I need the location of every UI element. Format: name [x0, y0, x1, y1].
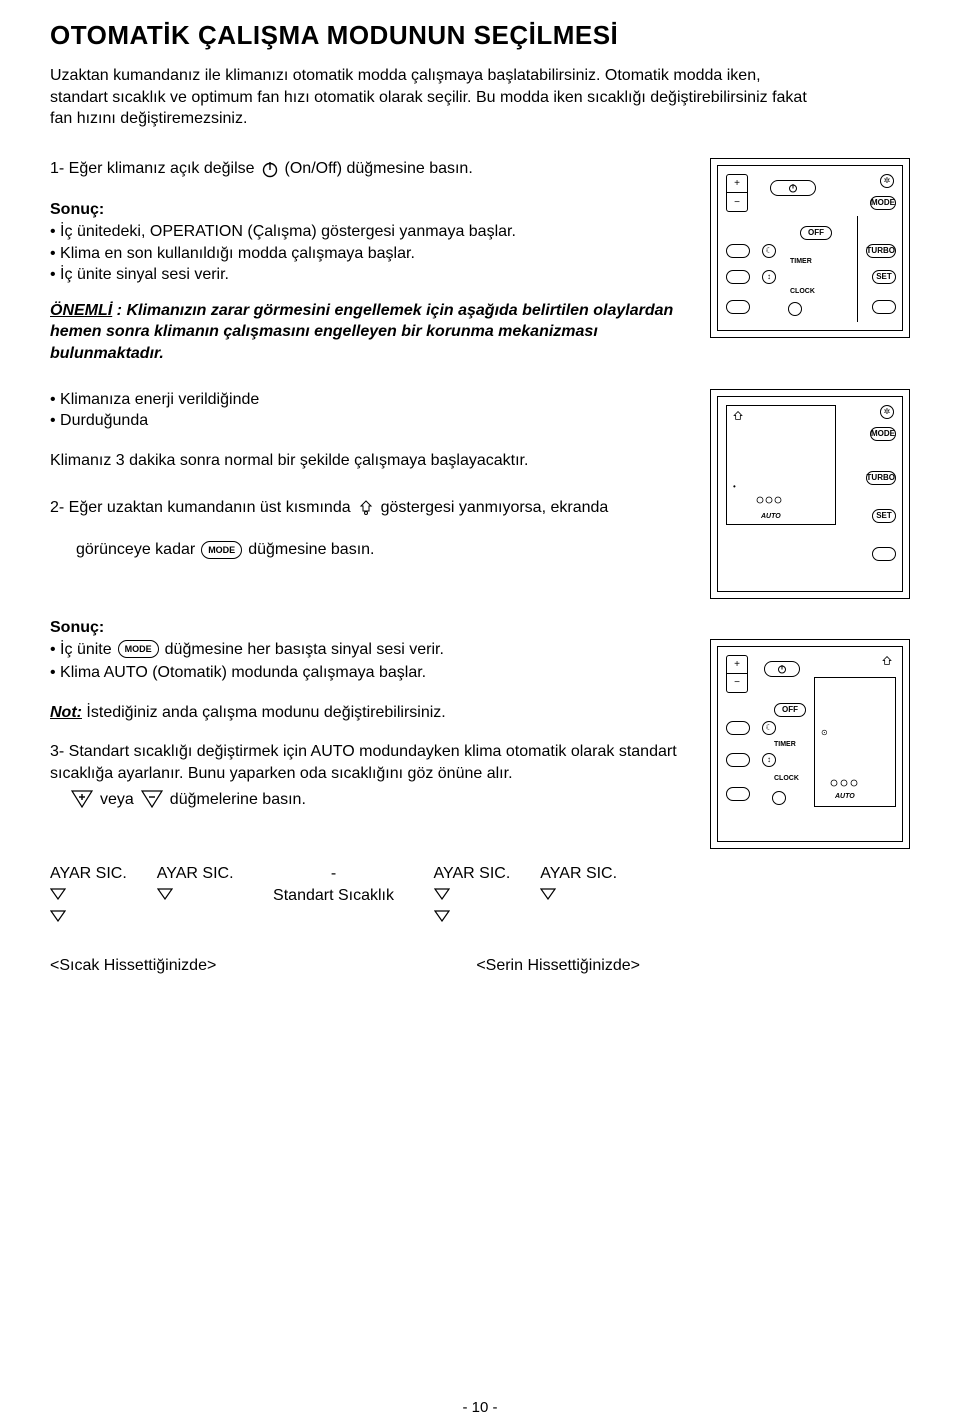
page-number: - 10 -: [0, 1399, 960, 1416]
auto-indicator-icon: [357, 499, 375, 517]
not-label: Not:: [50, 704, 82, 721]
mode-pill-icon-2: MODE: [118, 640, 159, 658]
page-title: OTOMATİK ÇALIŞMA MODUNUN SEÇİLMESİ: [50, 20, 910, 51]
fan-icon: ✲: [880, 174, 894, 188]
fan-icon-2: ✲: [880, 405, 894, 419]
set-button-icon-2: SET: [872, 509, 896, 523]
sleep-icon-2: ☾: [762, 721, 776, 735]
off-button-icon: OFF: [800, 226, 832, 240]
circle-icon-2: [772, 791, 786, 805]
sonuc-label-2: Sonuç:: [50, 619, 910, 637]
mode-button-icon-2: MODE: [870, 427, 896, 441]
blank-pill-6-icon: [726, 721, 750, 735]
turbo-button-icon-2: TURBO: [866, 471, 896, 485]
off-button-icon-2: OFF: [774, 703, 806, 717]
remote-screen-icon: • AUTO: [726, 405, 836, 525]
intro-paragraph: Uzaktan kumandanız ile klimanızı otomati…: [50, 65, 810, 130]
blank-pill-3-icon: [726, 300, 750, 314]
sonuc1-item-1: • Klima en son kullanıldığı modda çalışm…: [50, 243, 690, 265]
feel-cool-label: <Serin Hissettiğinizde>: [476, 957, 640, 975]
temp-updown-icon-2: +−: [726, 655, 748, 693]
screen-auto-icon: [731, 410, 745, 424]
remote-diagram-1: +− ✲ MODE OFF ☾ TIMER TURBO: [710, 158, 910, 338]
sonuc1-item-2: • İç ünite sinyal sesi verir.: [50, 264, 690, 286]
step-1: 1- Eğer klimanız açık değilse (On/Off) d…: [50, 158, 690, 180]
ayar-label-1: AYAR SIC.: [50, 865, 127, 883]
sonuc2-item1-post: düğmesine her basışta sinyal sesi verir.: [165, 639, 444, 661]
minus-button-icon: [140, 789, 164, 809]
important-text: : Klimanızın zarar görmesini engellemek …: [50, 302, 673, 362]
blank-pill-8-icon: [726, 787, 750, 801]
clock-label-2: CLOCK: [774, 775, 799, 782]
blank-pill-7-icon: [726, 753, 750, 767]
triangle-down-icon-1: [50, 887, 66, 905]
sleep-icon: ☾: [762, 244, 776, 258]
sonuc2-item2: • Klima AUTO (Otomatik) modunda çalışmay…: [50, 662, 690, 684]
step3b-post: düğmelerine basın.: [170, 789, 306, 811]
step2b-pre: görünceye kadar: [76, 539, 195, 561]
timer-label-2: TIMER: [774, 741, 796, 748]
screen-fan-icon-2: [829, 778, 859, 788]
sonuc2-item1-pre: • İç ünite: [50, 639, 112, 661]
blank-pill-5-icon: [872, 547, 896, 561]
triangle-down-icon-1b: [50, 909, 66, 927]
triangle-down-icon-3: [434, 887, 450, 905]
line-3min: Klimanız 3 dakika sonra normal bir şekil…: [50, 450, 690, 472]
step1-pre: 1- Eğer klimanız açık değilse: [50, 158, 255, 180]
blank-pill-2-icon: [726, 270, 750, 284]
screen-marker-icon: ⊙: [821, 728, 828, 737]
mode-button-icon: MODE: [870, 196, 896, 210]
screen-auto-label-2: AUTO: [835, 793, 855, 800]
remote-diagram-2: • AUTO ✲ MODE TURBO SET: [710, 389, 910, 599]
circle-icon: [788, 302, 802, 316]
step2-pre: 2- Eğer uzaktan kumandanın üst kısmında: [50, 497, 351, 519]
triangle-down-icon-4: [540, 887, 556, 905]
triangle-down-icon-3b: [434, 909, 450, 927]
ayar-label-3: AYAR SIC.: [434, 865, 511, 883]
power-icon: [261, 160, 279, 178]
bullet2-0: • Klimanıza enerji verildiğinde: [50, 389, 690, 411]
blank-pill-4-icon: [872, 300, 896, 314]
set-button-icon: SET: [872, 270, 896, 284]
ayar-label-4: AYAR SIC.: [540, 865, 617, 883]
power-button-icon-2: [764, 661, 800, 677]
timer-label: TIMER: [790, 258, 812, 265]
turbo-button-icon: TURBO: [866, 244, 896, 258]
swing-icon-2: ↕: [762, 753, 776, 767]
screen-fan-icon: [755, 492, 783, 510]
remote-diagram-3: +− ⊙ AUTO OFF ☾ TIMER: [710, 639, 910, 849]
blank-pill-1-icon: [726, 244, 750, 258]
bullet2-1: • Durduğunda: [50, 410, 690, 432]
plus-button-icon: [70, 789, 94, 809]
clock-label: CLOCK: [790, 288, 815, 295]
step-3: 3- Standart sıcaklığı değiştirmek için A…: [50, 741, 690, 784]
not-text: İstediğiniz anda çalışma modunu değiştir…: [82, 704, 446, 721]
mode-pill-icon: MODE: [201, 541, 242, 559]
ayar-label-2: AYAR SIC.: [157, 865, 234, 883]
note-line: Not: İstediğiniz anda çalışma modunu değ…: [50, 702, 690, 724]
power-button-icon: [770, 180, 816, 196]
dash-label: -: [331, 865, 336, 883]
triangle-down-icon-2: [157, 887, 173, 905]
auto-icon-3: [880, 655, 894, 669]
ayar-grid: AYAR SIC. AYAR SIC. - Standart Sıcaklık …: [50, 865, 910, 927]
swing-icon: ↕: [762, 270, 776, 284]
step3b-mid: veya: [100, 789, 134, 811]
important-label: ÖNEMLİ: [50, 302, 112, 319]
step1-post: (On/Off) düğmesine basın.: [285, 158, 473, 180]
step2b-post: düğmesine basın.: [248, 539, 374, 561]
temp-updown-icon: +−: [726, 174, 748, 212]
screen-auto-label: AUTO: [761, 513, 781, 520]
important-note: ÖNEMLİ : Klimanızın zarar görmesini enge…: [50, 300, 690, 365]
feel-hot-label: <Sıcak Hissettiğinizde>: [50, 957, 216, 975]
std-temp-label: Standart Sıcaklık: [273, 887, 394, 905]
screen-dot-icon: •: [733, 482, 736, 491]
sonuc1-item-0: • İç ünitedeki, OPERATION (Çalışma) göst…: [50, 221, 690, 243]
sonuc-label-1: Sonuç:: [50, 199, 690, 221]
step2-post: göstergesi yanmıyorsa, ekranda: [381, 497, 609, 519]
remote-screen-icon-2: ⊙ AUTO: [814, 677, 896, 807]
